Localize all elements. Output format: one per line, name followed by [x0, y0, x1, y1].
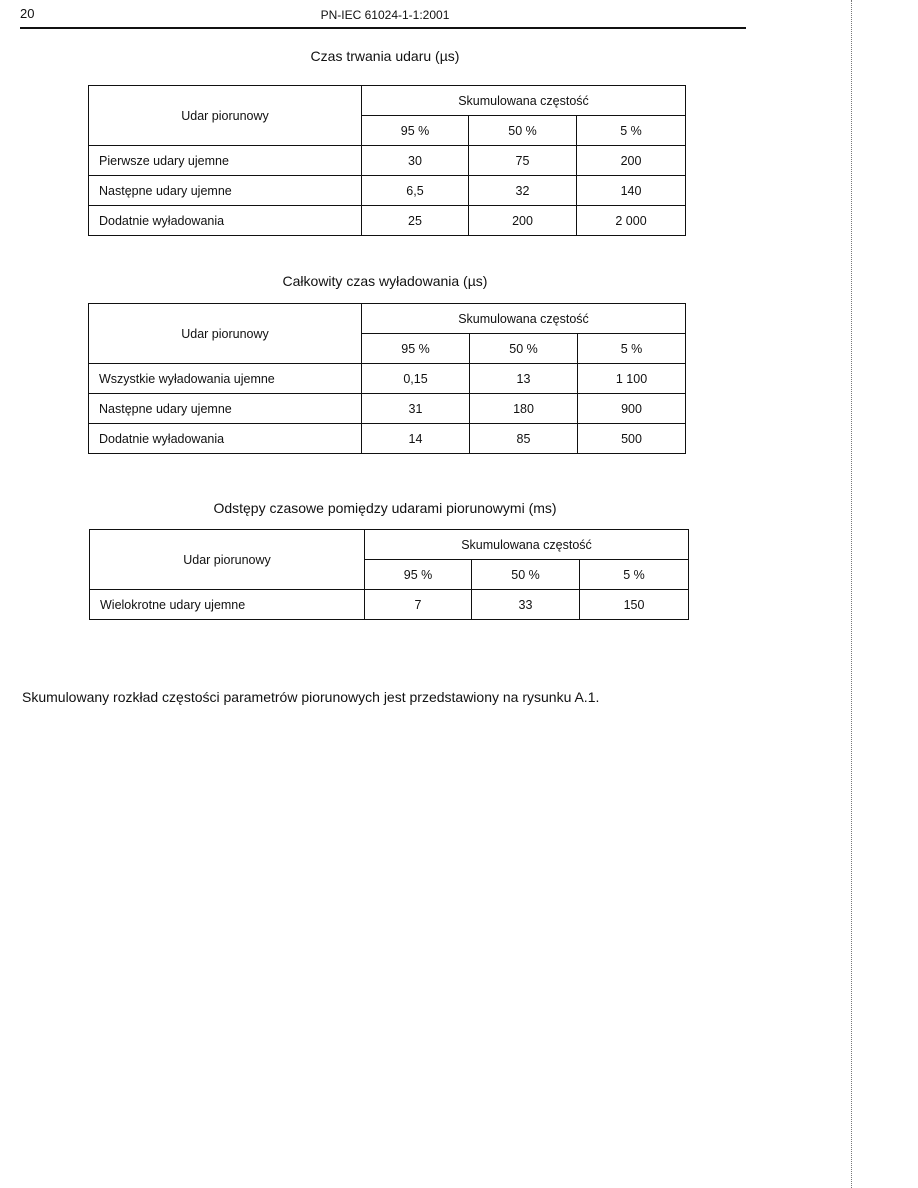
value-cell: 6,5 — [361, 175, 469, 206]
data-table: Udar piorunowy Skumulowana częstość 95 % 50… — [89, 529, 689, 620]
row-label-cell: Wielokrotne udary ujemne — [89, 589, 365, 620]
table-row: Wszystkie wyładowania ujemne 0,15 13 1 100 — [88, 363, 686, 394]
table-row: Pierwsze udary ujemne 30 75 200 — [88, 145, 686, 176]
row-header-cell: Udar piorunowy — [89, 529, 365, 590]
value-cell: 0,15 — [361, 363, 470, 394]
group-header-cell: Skumulowana częstość — [361, 85, 686, 116]
value-cell: 85 — [469, 423, 578, 454]
value-cell: 14 — [361, 423, 470, 454]
value-cell: 2 000 — [576, 205, 686, 236]
table-title: Całkowity czas wyładowania (µs) — [282, 273, 488, 289]
value-cell: 150 — [579, 589, 689, 620]
column-header-cell: 50 % — [471, 559, 580, 590]
value-cell: 1 100 — [577, 363, 686, 394]
group-header-cell: Skumulowana częstość — [364, 529, 689, 560]
column-header-row: 95 % 50 % 5 % — [89, 115, 686, 146]
page-number: 20 — [20, 6, 35, 21]
column-header-row: 95 % 50 % 5 % — [89, 333, 686, 364]
row-header-cell: Udar piorunowy — [88, 85, 362, 146]
row-label-cell: Dodatnie wyładowania — [88, 205, 362, 236]
value-cell: 7 — [364, 589, 472, 620]
column-header-cell: 5 % — [577, 333, 686, 364]
data-table: Udar piorunowy Skumulowana częstość 95 % 50… — [88, 85, 686, 236]
table-row: Wielokrotne udary ujemne 7 33 150 — [89, 589, 689, 620]
row-label-cell: Pierwsze udary ujemne — [88, 145, 362, 176]
table-row: Następne udary ujemne 6,5 32 140 — [88, 175, 686, 206]
row-label-cell: Dodatnie wyładowania — [88, 423, 362, 454]
table-row: Dodatnie wyładowania 25 200 2 000 — [88, 205, 686, 236]
document-id: PN-IEC 61024-1-1:2001 — [320, 8, 450, 22]
table-row: Następne udary ujemne 31 180 900 — [88, 393, 686, 424]
value-cell: 33 — [471, 589, 580, 620]
table-title: Odstępy czasowe pomiędzy udarami pioruno… — [213, 500, 557, 516]
data-table: Udar piorunowy Skumulowana częstość 95 % 50… — [88, 303, 686, 454]
value-cell: 31 — [361, 393, 470, 424]
footnote-paragraph: Skumulowany rozkład częstości parametrów… — [22, 689, 600, 705]
column-header-cell: 50 % — [468, 115, 577, 146]
value-cell: 200 — [468, 205, 577, 236]
column-header-cell: 95 % — [361, 115, 469, 146]
value-cell: 900 — [577, 393, 686, 424]
header-row: Udar piorunowy Skumulowana częstość — [89, 529, 689, 590]
value-cell: 75 — [468, 145, 577, 176]
group-header-cell: Skumulowana częstość — [361, 303, 686, 334]
row-header-cell: Udar piorunowy — [88, 303, 362, 364]
row-label-cell: Następne udary ujemne — [88, 393, 362, 424]
header-row: Udar piorunowy Skumulowana częstość — [88, 303, 686, 364]
value-cell: 500 — [577, 423, 686, 454]
column-header-cell: 5 % — [576, 115, 686, 146]
value-cell: 140 — [576, 175, 686, 206]
row-label-cell: Następne udary ujemne — [88, 175, 362, 206]
header-row: Udar piorunowy Skumulowana częstość — [88, 85, 686, 146]
column-header-cell: 5 % — [579, 559, 689, 590]
header-rule — [20, 27, 746, 29]
column-header-cell: 95 % — [364, 559, 472, 590]
table-title: Czas trwania udaru (µs) — [310, 48, 460, 64]
value-cell: 32 — [468, 175, 577, 206]
value-cell: 25 — [361, 205, 469, 236]
page-edge-line — [851, 0, 852, 1188]
column-header-cell: 50 % — [469, 333, 578, 364]
value-cell: 30 — [361, 145, 469, 176]
value-cell: 200 — [576, 145, 686, 176]
value-cell: 180 — [469, 393, 578, 424]
table-row: Dodatnie wyładowania 14 85 500 — [88, 423, 686, 454]
row-label-cell: Wszystkie wyładowania ujemne — [88, 363, 362, 394]
column-header-cell: 95 % — [361, 333, 470, 364]
value-cell: 13 — [469, 363, 578, 394]
